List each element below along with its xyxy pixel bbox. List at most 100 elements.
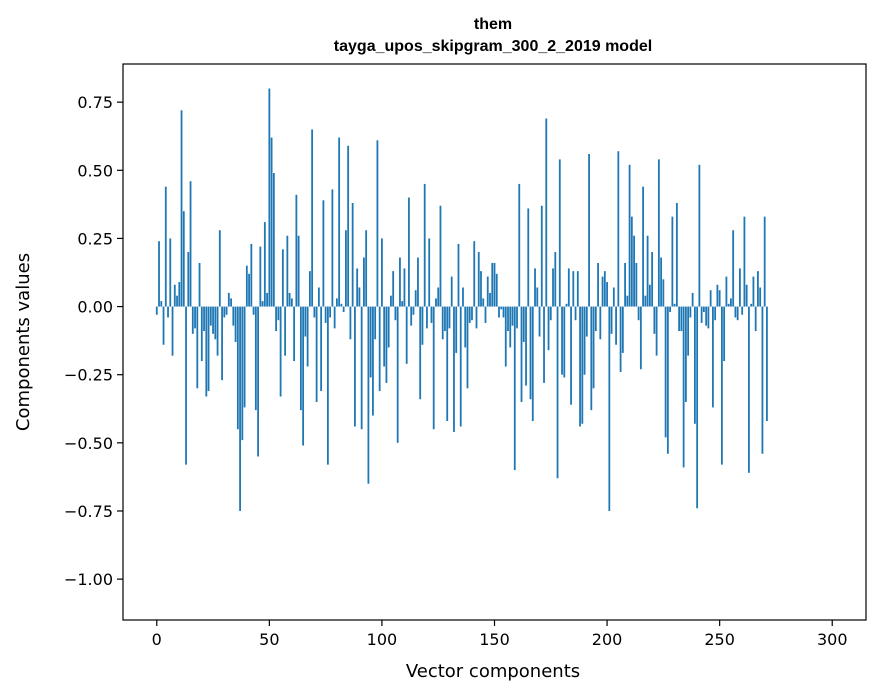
y-tick-label: 0.50 [77,161,113,180]
bar [444,306,446,332]
bar [660,257,663,307]
bar [489,292,491,307]
bar [396,306,399,443]
bar [759,287,762,307]
bar [513,306,516,471]
bar [646,235,649,307]
bar [351,203,354,307]
bar [162,306,165,345]
bar [196,306,199,389]
bar [610,306,613,334]
bar [403,268,406,307]
bar [576,271,579,307]
bar [266,292,268,307]
bar [286,235,289,307]
bar [209,306,212,326]
bar [419,306,422,400]
bar [689,306,692,318]
bar [245,265,248,307]
bar [234,306,237,342]
bar [712,306,714,408]
bar [423,183,426,307]
bar [288,292,291,307]
y-tick-label: −0.50 [64,434,113,453]
bar [417,257,419,307]
bar [529,306,532,400]
bar [410,306,413,326]
bar [383,306,386,367]
bar [471,306,473,321]
bar [534,268,536,307]
bar [621,306,624,353]
bar [236,306,239,430]
bar [705,306,708,326]
bar [662,279,665,307]
bar [187,252,190,307]
bar [358,287,361,307]
bar [414,290,417,307]
bar [432,306,435,430]
bar [270,137,273,307]
bar [750,303,753,307]
bar [520,306,523,402]
bar [241,306,244,441]
bar [218,230,221,307]
bar [295,194,298,307]
x-tick-label: 0 [152,630,162,649]
bar [372,306,374,416]
bar [203,306,205,332]
bar [322,200,325,307]
bar [639,306,642,370]
bar [504,306,507,367]
bar [552,268,554,307]
bar [716,284,719,307]
bar [574,306,577,321]
bar [583,306,586,375]
bar [653,306,656,334]
bar [176,295,178,307]
bar [475,306,478,329]
bar [216,306,219,356]
bar [666,306,669,454]
bar [342,306,345,313]
bars-group [155,88,768,511]
x-axis-label: Vector components [406,661,580,682]
bar [160,301,163,307]
bar [714,306,717,321]
bar [254,306,257,411]
bar [630,216,633,307]
bar [741,306,744,315]
bar [651,252,654,307]
bar [315,306,318,402]
bar [486,276,489,307]
x-tick-label: 100 [367,630,398,649]
bar [748,306,750,473]
bar [453,306,455,432]
bar [290,298,293,307]
bar [227,292,230,307]
bar [743,216,746,307]
bar [554,252,557,307]
bar [579,306,581,427]
bar [525,306,527,386]
bar [349,306,352,340]
bar [500,306,503,310]
bar [757,271,759,307]
bar [633,235,635,307]
bar [597,262,599,307]
bar [457,243,460,307]
bar [448,306,451,329]
bar [459,306,462,427]
bar [223,306,226,318]
bar [502,306,505,318]
bar [482,298,485,307]
bar [723,306,726,362]
bar [725,276,728,307]
bar [284,306,287,356]
bar [272,173,275,307]
bar [191,306,194,334]
bar [441,306,444,340]
bar [545,118,548,307]
bar [214,306,217,340]
